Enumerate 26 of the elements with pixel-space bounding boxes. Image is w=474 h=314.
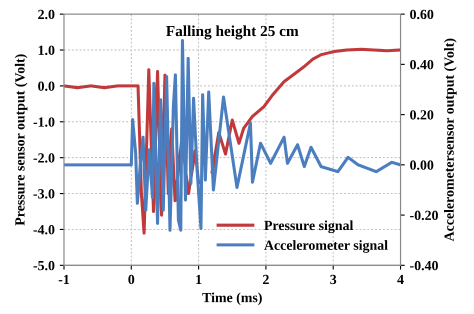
y2-tick-label: 0.00 bbox=[410, 160, 434, 170]
y2-tick-label: 0.40 bbox=[410, 60, 434, 70]
y-tick-label: 0.0 bbox=[38, 81, 54, 91]
y-tick-label: -4.0 bbox=[33, 225, 54, 234]
y-tick-label: 1.0 bbox=[38, 46, 54, 56]
legend-label: Accelerometer signal bbox=[264, 240, 388, 253]
y2-tick-label: 0.20 bbox=[410, 110, 434, 120]
x-tick-label: -1 bbox=[58, 274, 70, 284]
y-tick-label: 2.0 bbox=[38, 10, 54, 20]
y2-tick-label: 0.60 bbox=[410, 10, 434, 20]
y-tick-label: -2.0 bbox=[33, 153, 54, 163]
y-tick-label: -3.0 bbox=[33, 189, 54, 199]
y2-tick-label: -0.20 bbox=[410, 210, 438, 220]
x-tick-label: 0 bbox=[128, 274, 134, 284]
y-tick-label: -1.0 bbox=[33, 117, 54, 127]
legend-label: Pressure signal bbox=[264, 220, 354, 234]
x-tick-label: 4 bbox=[397, 274, 404, 284]
x-axis-title: Time (ms) bbox=[202, 292, 262, 306]
x-tick-label: 1 bbox=[196, 274, 202, 284]
y-tick-label: -5.0 bbox=[33, 260, 54, 270]
x-tick-label: 2 bbox=[263, 274, 269, 284]
y2-axis-title: Accelerometersensor output (Volt) bbox=[444, 38, 457, 242]
y-axis-title: Pressure sensor output (Volt) bbox=[14, 54, 28, 226]
text: Falling height 25 cm bbox=[166, 25, 298, 40]
x-tick-label: 3 bbox=[330, 274, 336, 284]
y2-tick-label: -0.40 bbox=[410, 260, 438, 270]
